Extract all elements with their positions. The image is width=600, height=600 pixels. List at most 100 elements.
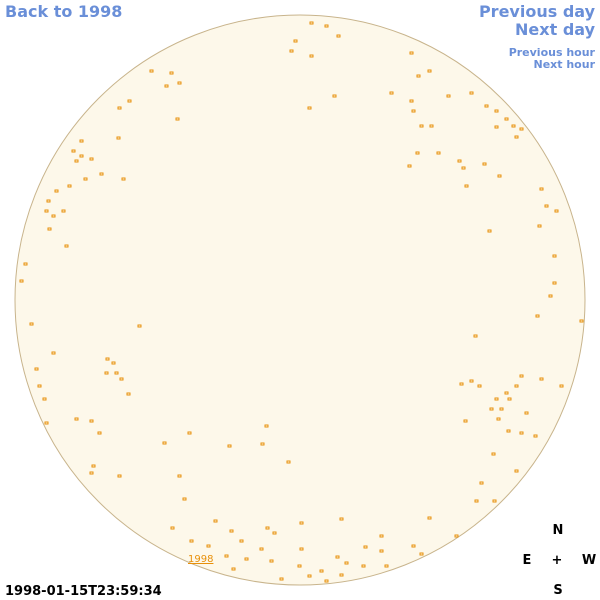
feature-speck [97, 431, 102, 435]
compass-center: + [552, 553, 563, 568]
feature-speck [114, 371, 119, 375]
feature-speck [487, 229, 492, 233]
next-day-link[interactable]: Next day [515, 20, 596, 39]
feature-speck [67, 184, 72, 188]
feature-speck [79, 154, 84, 158]
feature-speck [272, 531, 277, 535]
feature-speck [482, 162, 487, 166]
feature-speck [177, 81, 182, 85]
feature-speck [416, 74, 421, 78]
feature-speck [149, 69, 154, 73]
feature-speck [494, 397, 499, 401]
feature-speck [269, 559, 274, 563]
feature-speck [137, 324, 142, 328]
feature-speck [51, 351, 56, 355]
feature-speck [473, 334, 478, 338]
feature-speck [117, 474, 122, 478]
feature-speck [361, 564, 366, 568]
feature-speck [119, 377, 124, 381]
feature-speck [514, 384, 519, 388]
feature-speck [494, 125, 499, 129]
feature-speck [79, 139, 84, 143]
feature-speck [469, 379, 474, 383]
feature-speck [169, 71, 174, 75]
feature-speck [552, 254, 557, 258]
feature-speck [324, 579, 329, 583]
feature-speck [74, 417, 79, 421]
feature-speck [127, 99, 132, 103]
feature-speck [519, 374, 524, 378]
feature-speck [47, 227, 52, 231]
feature-speck [409, 51, 414, 55]
next-hour-link[interactable]: Next hour [534, 58, 596, 71]
feature-speck [319, 569, 324, 573]
feature-speck [99, 172, 104, 176]
feature-speck [491, 452, 496, 456]
feature-speck [504, 391, 509, 395]
feature-speck [19, 279, 24, 283]
feature-speck [474, 499, 479, 503]
feature-speck [89, 419, 94, 423]
feature-speck [324, 24, 329, 28]
feature-speck [279, 577, 284, 581]
feature-speck [244, 557, 249, 561]
feature-speck [427, 516, 432, 520]
disk-label-link[interactable]: 1998 [188, 554, 213, 565]
feature-speck [111, 361, 116, 365]
feature-speck [89, 157, 94, 161]
feature-speck [83, 177, 88, 181]
feature-speck [335, 555, 340, 559]
feature-speck [91, 464, 96, 468]
feature-speck [389, 91, 394, 95]
feature-speck [104, 371, 109, 375]
feature-speck [419, 552, 424, 556]
feature-speck [182, 497, 187, 501]
feature-speck [64, 244, 69, 248]
feature-speck [484, 104, 489, 108]
feature-speck [299, 547, 304, 551]
feature-speck [479, 481, 484, 485]
feature-speck [297, 564, 302, 568]
feature-speck [189, 539, 194, 543]
feature-speck [497, 174, 502, 178]
feature-speck [339, 573, 344, 577]
feature-speck [259, 547, 264, 551]
feature-speck [436, 151, 441, 155]
feature-speck [71, 149, 76, 153]
feature-speck [524, 411, 529, 415]
feature-speck [548, 294, 553, 298]
feature-speck [44, 421, 49, 425]
feature-speck [415, 151, 420, 155]
feature-speck [384, 564, 389, 568]
feature-speck [224, 554, 229, 558]
feature-speck [499, 407, 504, 411]
feature-speck [511, 124, 516, 128]
feature-speck [379, 549, 384, 553]
feature-speck [454, 534, 459, 538]
feature-speck [227, 444, 232, 448]
feature-speck [363, 545, 368, 549]
feature-speck [469, 91, 474, 95]
feature-speck [29, 322, 34, 326]
back-link[interactable]: Back to 1998 [5, 2, 122, 21]
feature-speck [23, 262, 28, 266]
feature-speck [121, 177, 126, 181]
feature-speck [34, 367, 39, 371]
sun-disk [14, 14, 586, 586]
feature-speck [309, 54, 314, 58]
feature-speck [44, 209, 49, 213]
previous-day-link[interactable]: Previous day [479, 2, 596, 21]
feature-speck [537, 224, 542, 228]
previous-hour-link[interactable]: Previous hour [509, 46, 596, 59]
feature-speck [231, 567, 236, 571]
feature-speck [332, 94, 337, 98]
feature-speck [492, 499, 497, 503]
feature-speck [54, 189, 59, 193]
feature-speck [544, 204, 549, 208]
compass-north: N [553, 523, 564, 538]
feature-speck [407, 164, 412, 168]
feature-speck [464, 184, 469, 188]
feature-speck [164, 84, 169, 88]
feature-speck [309, 21, 314, 25]
